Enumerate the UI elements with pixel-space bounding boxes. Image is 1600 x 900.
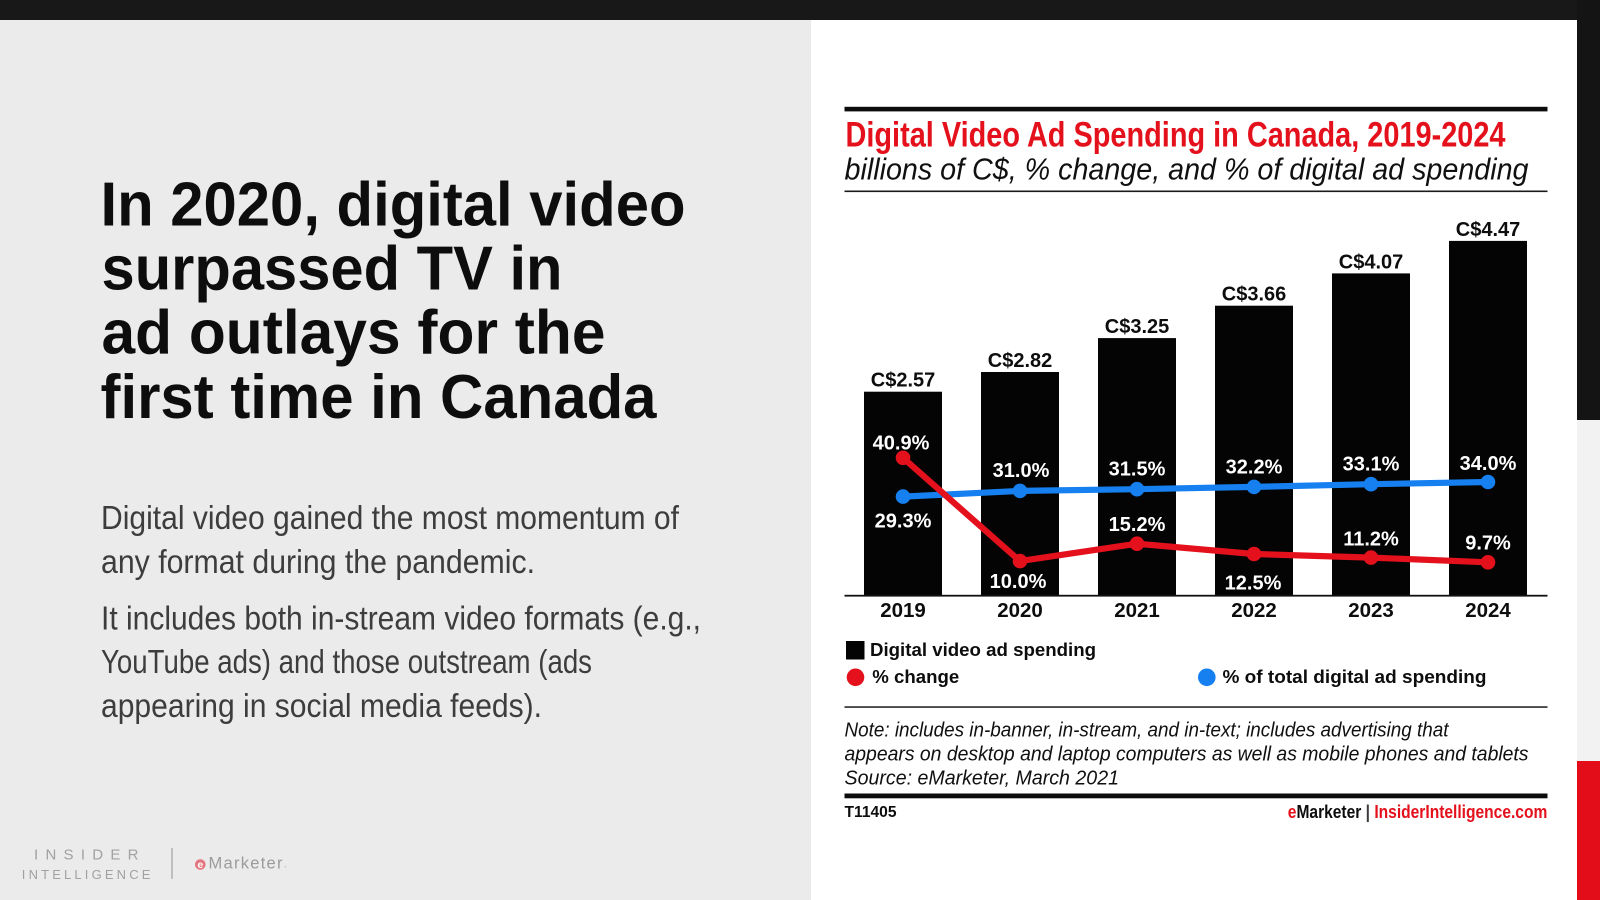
svg-text:appearing in social media feed: appearing in social media feeds). (101, 688, 542, 725)
svg-text:2024: 2024 (1465, 599, 1511, 622)
svg-text:eMarketer | InsiderIntelligenc: eMarketer | InsiderIntelligence.com (1288, 802, 1548, 822)
svg-text:Digital Video Ad Spending in C: Digital Video Ad Spending in Canada, 201… (846, 116, 1506, 155)
svg-text:31.5%: 31.5% (1109, 459, 1166, 481)
svg-text:10.0%: 10.0% (990, 571, 1047, 593)
svg-text:2022: 2022 (1231, 599, 1277, 622)
svg-text:C$4.07: C$4.07 (1339, 251, 1404, 273)
svg-text:C$2.82: C$2.82 (988, 350, 1053, 372)
svg-text:ad outlays for the: ad outlays for the (102, 299, 606, 368)
svg-text:Digital video gained the most: Digital video gained the most momentum o… (101, 500, 680, 537)
svg-text:Marketer: Marketer (209, 854, 284, 872)
svg-text:% of total digital ad spending: % of total digital ad spending (1223, 666, 1487, 687)
svg-text:Source: eMarketer, March 2021: Source: eMarketer, March 2021 (845, 767, 1120, 790)
svg-text:2019: 2019 (880, 599, 926, 622)
svg-text:2020: 2020 (997, 599, 1043, 622)
svg-text:29.3%: 29.3% (875, 511, 932, 533)
svg-text:surpassed TV in: surpassed TV in (102, 235, 563, 304)
svg-text:T11405: T11405 (845, 804, 897, 821)
svg-text:34.0%: 34.0% (1460, 453, 1517, 475)
svg-text:33.1%: 33.1% (1343, 454, 1400, 476)
svg-text:% change: % change (872, 666, 959, 687)
svg-text:C$3.25: C$3.25 (1105, 316, 1170, 338)
svg-text:e: e (197, 859, 203, 871)
svg-text:C$4.47: C$4.47 (1456, 219, 1521, 241)
svg-text:INTELLIGENCE: INTELLIGENCE (22, 867, 151, 882)
svg-text:15.2%: 15.2% (1109, 514, 1166, 536)
svg-text:Digital video ad spending: Digital video ad spending (870, 639, 1096, 660)
svg-text:YouTube ads) and those outstre: YouTube ads) and those outstream (ads (101, 644, 592, 681)
svg-text:In 2020, digital video: In 2020, digital video (101, 170, 686, 239)
svg-text:C$2.57: C$2.57 (871, 370, 936, 392)
svg-text:40.9%: 40.9% (873, 433, 930, 455)
svg-text:first time in Canada: first time in Canada (101, 363, 657, 432)
svg-text:any format during the pandemic: any format during the pandemic. (101, 544, 535, 581)
svg-text:It includes both in-stream vid: It includes both in-stream video formats… (101, 600, 701, 637)
svg-text:31.0%: 31.0% (993, 460, 1050, 482)
svg-text:appears on desktop and laptop: appears on desktop and laptop computers … (845, 742, 1529, 765)
svg-text:2021: 2021 (1114, 599, 1160, 622)
svg-text:billions of C$, % change, and: billions of C$, % change, and % of digit… (845, 151, 1529, 186)
svg-text:Note: includes in-banner, in-s: Note: includes in-banner, in-stream, and… (845, 718, 1450, 741)
svg-text:9.7%: 9.7% (1465, 532, 1511, 554)
svg-text:11.2%: 11.2% (1343, 528, 1399, 550)
svg-text:12.5%: 12.5% (1225, 573, 1282, 595)
svg-text:2023: 2023 (1348, 599, 1394, 622)
svg-text:32.2%: 32.2% (1226, 456, 1283, 478)
svg-text:C$3.66: C$3.66 (1222, 284, 1287, 306)
